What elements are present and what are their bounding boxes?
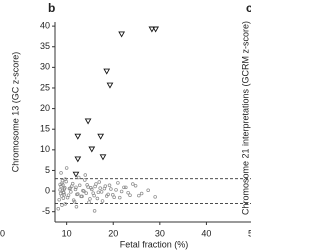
circle-point: [89, 186, 93, 190]
circle-point: [97, 180, 102, 184]
circle-point: [133, 183, 138, 188]
triangle-point: [74, 156, 82, 163]
y-tick-label: 40: [40, 20, 50, 30]
circle-point: [131, 182, 135, 186]
circle-point: [112, 195, 116, 200]
chart: b c 0 Chromosome 13 (GC z-score) Chromos…: [0, 1, 251, 249]
circle-point: [63, 177, 67, 181]
y-tick-label: 5: [45, 165, 50, 175]
circle-point: [104, 194, 109, 198]
x-tick-label: 30: [155, 228, 165, 238]
circle-point: [122, 185, 126, 190]
circle-point: [56, 207, 61, 211]
triangle-point: [74, 133, 82, 140]
circle-point: [83, 178, 87, 182]
circle-point: [71, 198, 76, 202]
circle-point: [64, 166, 69, 170]
circle-point: [92, 209, 97, 213]
page: {"chart_data":{"type":"scatter","panel_l…: [0, 0, 251, 251]
y-tick-label: 20: [40, 103, 50, 113]
neighbor-panel-label: c: [246, 1, 251, 15]
circle-point: [88, 197, 92, 201]
circle-point: [111, 193, 115, 197]
x-tick-label: 20: [108, 228, 118, 238]
circle-point: [74, 204, 79, 209]
y-tick-label: 10: [40, 144, 50, 154]
circle-point: [82, 189, 86, 193]
circle-point: [126, 190, 130, 195]
circle-point: [80, 194, 84, 199]
circle-point: [84, 191, 88, 195]
triangle-point: [148, 26, 156, 33]
circle-point: [119, 189, 124, 194]
circle-point: [58, 191, 63, 196]
circle-point: [85, 183, 89, 187]
circle-point: [109, 187, 113, 191]
circle-point: [69, 190, 73, 194]
circle-point: [74, 185, 78, 190]
circle-point: [61, 190, 66, 195]
circle-point: [73, 187, 78, 192]
circle-point: [77, 175, 81, 180]
circle-point: [58, 188, 62, 192]
y-tick-label: 25: [40, 82, 50, 92]
y-tick-label: 30: [40, 62, 50, 72]
triangle-point: [72, 171, 80, 178]
triangle-point: [99, 154, 107, 161]
triangle-point: [118, 31, 125, 38]
y-tick-label: 15: [40, 124, 50, 134]
triangle-point: [106, 82, 114, 89]
circle-point: [62, 187, 67, 191]
circle-point: [118, 195, 122, 200]
y-tick-label: 35: [40, 41, 50, 51]
circle-point: [146, 188, 150, 192]
circle-point: [116, 181, 120, 185]
circle-point: [91, 191, 95, 195]
triangle-point: [97, 133, 105, 140]
circle-point: [100, 199, 105, 203]
x-axis-title: Fetal fraction (%): [120, 239, 189, 249]
circle-point: [57, 197, 61, 202]
circle-point: [93, 184, 97, 189]
y-axis-title: Chromosome 13 (GC z-score): [10, 52, 20, 173]
circle-point: [153, 195, 157, 199]
circle-point: [107, 183, 112, 188]
triangle-point: [152, 26, 160, 33]
circle-point: [95, 196, 100, 201]
circle-point: [59, 171, 63, 175]
triangle-point: [84, 118, 92, 125]
circle-point: [83, 173, 88, 177]
circle-point: [87, 200, 91, 204]
x-tick-label: 50: [248, 228, 251, 238]
triangle-point: [103, 68, 111, 75]
circle-point: [124, 185, 128, 190]
circle-point: [70, 184, 74, 188]
circle-point: [98, 186, 102, 190]
y-tick-label: -5: [42, 206, 50, 216]
circle-point: [61, 196, 66, 200]
circle-point: [77, 183, 82, 188]
circle-point: [60, 179, 65, 183]
circle-point: [58, 182, 62, 187]
triangle-point: [88, 146, 96, 153]
circle-point: [75, 192, 79, 197]
circle-point: [60, 203, 64, 207]
circle-point: [102, 186, 107, 191]
circle-point: [99, 190, 104, 194]
neighbor-axis-title: Chromosome 21 interpretations (GCRM z-sc…: [240, 21, 250, 215]
panel-label: b: [48, 1, 55, 15]
x-tick-label: 10: [62, 228, 72, 238]
y-tick-label: 0: [45, 185, 50, 195]
circle-point: [66, 193, 71, 197]
neighbor-tick-label: 0: [0, 228, 5, 238]
x-tick-label: 40: [201, 228, 211, 238]
circle-point: [114, 188, 118, 192]
circle-point: [139, 191, 144, 196]
circle-point: [63, 202, 67, 206]
circle-point: [128, 193, 132, 197]
circle-point: [96, 190, 101, 195]
circle-point: [137, 193, 141, 198]
